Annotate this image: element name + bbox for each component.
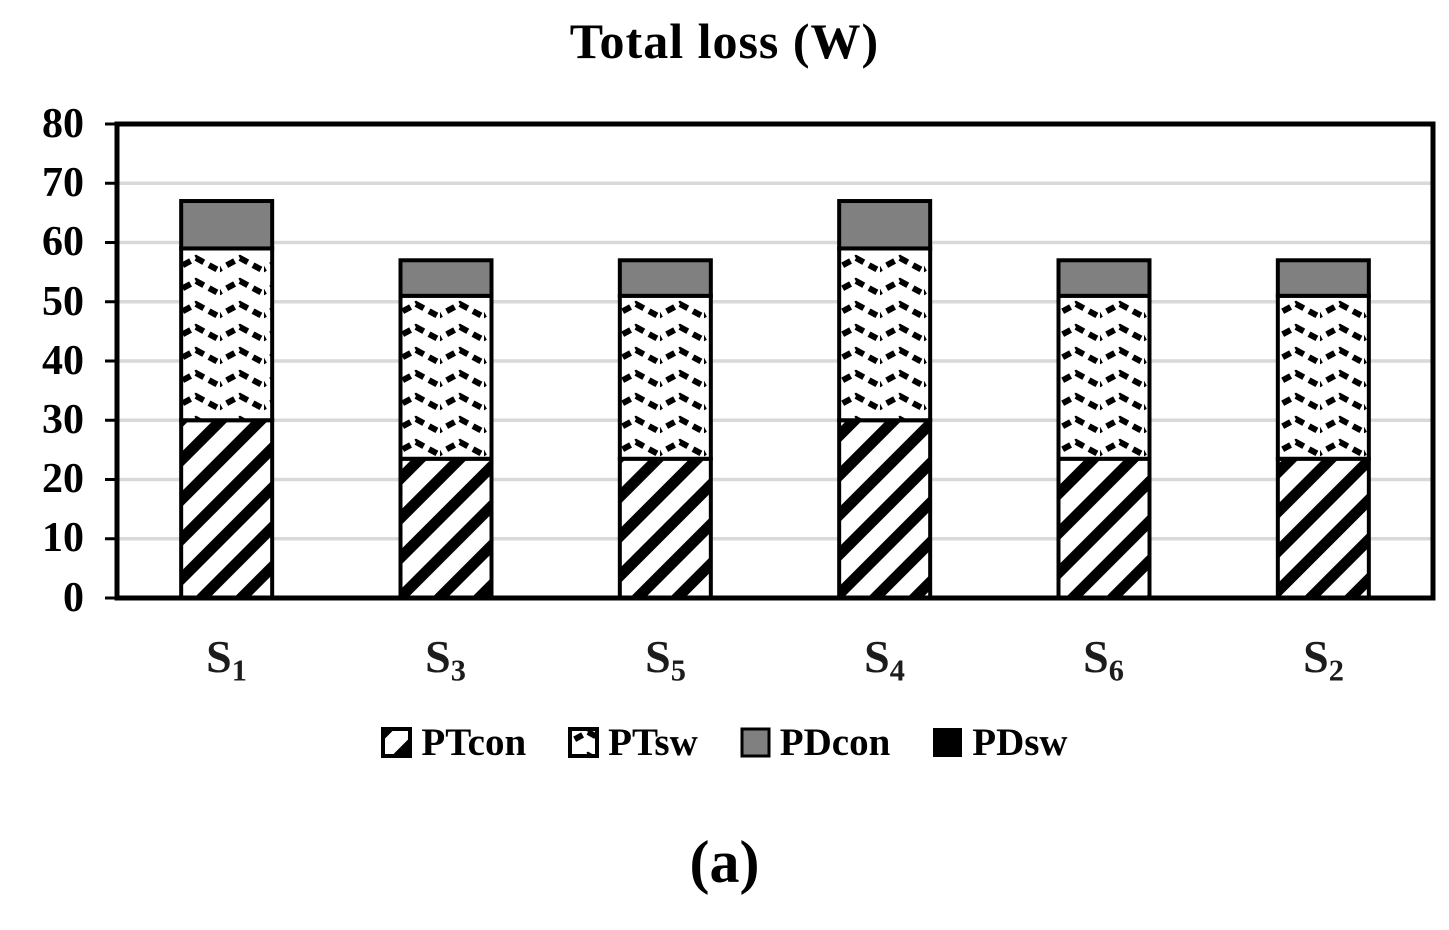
x-axis-label-s1: S1 [206, 631, 247, 688]
pdcon-swatch-icon [740, 727, 771, 758]
y-tick-label: 10 [42, 515, 84, 561]
x-axis-label-s6: S6 [1083, 631, 1124, 688]
legend-item-ptcon: PTcon [381, 720, 526, 765]
x-axis-label-s2: S2 [1303, 631, 1344, 688]
pdsw-swatch-icon [933, 728, 963, 757]
y-tick-label: 80 [42, 101, 84, 147]
x-axis-label-s4: S4 [864, 631, 905, 688]
ptcon-swatch-icon [381, 727, 413, 758]
y-tick-label: 70 [42, 160, 84, 206]
y-tick-label: 60 [42, 219, 84, 265]
y-tick-label: 30 [42, 397, 84, 443]
figure-caption: (a) [689, 829, 760, 895]
legend-label: PDsw [972, 721, 1068, 764]
legend-item-pdcon: PDcon [740, 720, 891, 765]
chart-title: Total loss (W) [569, 13, 880, 69]
x-axis-label-s3: S3 [425, 631, 466, 688]
y-tick-label: 20 [42, 456, 84, 502]
y-tick-label: 40 [42, 338, 84, 384]
legend-item-ptsw: PTsw [568, 720, 698, 765]
legend-item-pdsw: PDsw [932, 720, 1068, 765]
x-axis-label-s5: S5 [645, 631, 686, 688]
chart-legend: PTcon PTsw PDcon PDsw [0, 720, 1449, 765]
legend-label: PTsw [608, 721, 698, 764]
y-tick-label: 0 [63, 575, 84, 621]
ptsw-swatch-icon [568, 727, 600, 758]
legend-label: PDcon [779, 721, 891, 764]
legend-label: PTcon [421, 721, 527, 764]
y-tick-label: 50 [42, 279, 84, 325]
